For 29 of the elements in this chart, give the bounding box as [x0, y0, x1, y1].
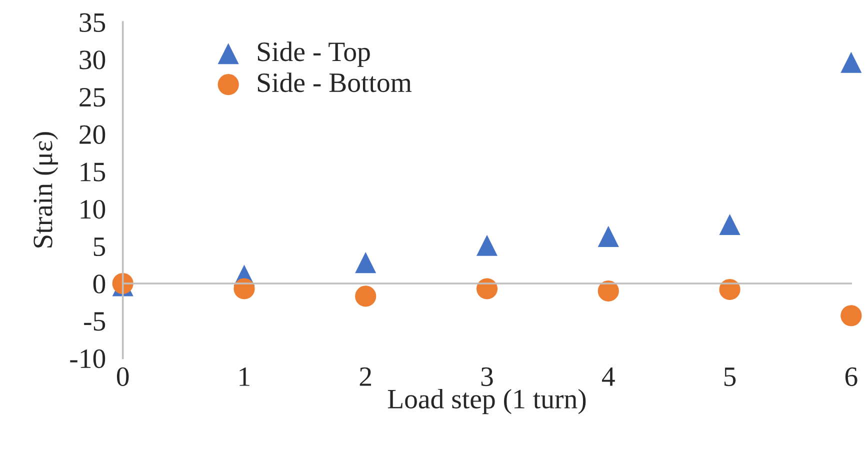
legend-label: Side - Bottom [258, 72, 412, 92]
point [355, 252, 376, 274]
x-axis-title: Load step (1 turn) [388, 388, 586, 414]
y-axis-title: Strain (με) [32, 132, 58, 248]
y-tick-label: 35 [80, 13, 106, 32]
y-tick-label: 0 [93, 274, 106, 294]
y-tick-label: 15 [80, 162, 106, 182]
y-tick-label: -10 [70, 349, 106, 368]
point [840, 305, 862, 326]
y-tick-label: -5 [84, 312, 106, 331]
legend-label: Side - Top [258, 42, 370, 67]
x-tick-label: 1 [240, 367, 250, 386]
point [598, 280, 619, 302]
y-tick-label: 10 [80, 200, 106, 219]
x-tick-label: 0 [116, 367, 129, 386]
y-tick-label: 25 [80, 88, 106, 107]
x-tick-label: 6 [845, 367, 858, 386]
point [476, 234, 498, 256]
y-tick-label: 5 [94, 238, 106, 256]
x-tick-label: 5 [724, 368, 736, 386]
point [719, 214, 740, 236]
y-tick-label: 30 [80, 50, 106, 70]
x-tick-label: 2 [360, 367, 372, 386]
x-tick-label: 4 [602, 368, 615, 386]
x-tick-label: 3 [481, 367, 493, 386]
point [355, 286, 376, 307]
y-tick-label: 20 [80, 125, 106, 144]
point [840, 52, 862, 73]
point [598, 226, 619, 247]
